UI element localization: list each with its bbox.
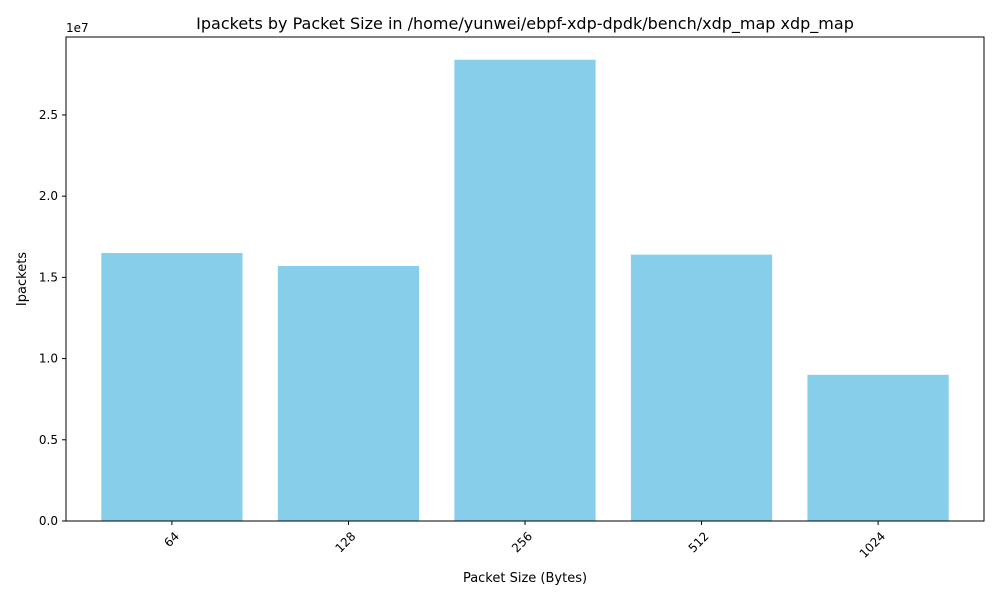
x-tick-label: 64	[161, 529, 182, 550]
x-tick-label: 512	[686, 529, 712, 555]
plot-frame	[65, 36, 985, 522]
y-tick-label: 2.5	[39, 108, 58, 122]
bar-128	[277, 266, 420, 521]
bar-512	[630, 254, 773, 522]
y-axis-ticks: 0.0 0.5 1.0 1.5 2.0 2.5	[39, 108, 66, 528]
y-tick-label: 1.0	[39, 352, 58, 366]
x-axis-ticks: 64 128 256 512 1024	[161, 521, 888, 561]
y-tick-label: 1.5	[39, 270, 58, 284]
x-tick-label: 1024	[857, 529, 888, 560]
bars-group	[101, 59, 949, 522]
x-tick-label: 256	[509, 529, 535, 555]
x-tick-label: 128	[332, 529, 358, 555]
y-tick-label: 2.0	[39, 189, 58, 203]
y-tick-label: 0.5	[39, 433, 58, 447]
chart-title: Ipackets by Packet Size in /home/yunwei/…	[196, 14, 854, 34]
y-axis-label: Ipackets	[15, 252, 30, 306]
bar-1024	[807, 374, 949, 521]
y-tick-label: 0.0	[39, 514, 58, 528]
y-axis-offset-label: 1e7	[66, 21, 89, 35]
bar-256	[454, 59, 596, 522]
x-axis-label: Packet Size (Bytes)	[463, 571, 587, 586]
bar-64	[101, 253, 243, 521]
